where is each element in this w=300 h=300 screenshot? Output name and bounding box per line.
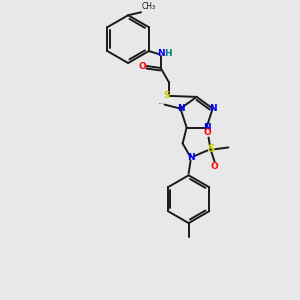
Text: N: N xyxy=(177,104,184,113)
Text: H: H xyxy=(164,49,172,58)
Text: CH₃: CH₃ xyxy=(142,2,156,11)
Text: N: N xyxy=(187,153,194,162)
Text: O: O xyxy=(139,61,147,70)
Text: N: N xyxy=(157,49,165,58)
Text: S: S xyxy=(164,92,170,100)
Text: N: N xyxy=(209,104,217,113)
Text: O: O xyxy=(211,162,218,171)
Text: N: N xyxy=(203,123,210,132)
Text: methyl: methyl xyxy=(159,103,164,104)
Text: S: S xyxy=(207,144,214,154)
Text: O: O xyxy=(204,128,212,137)
